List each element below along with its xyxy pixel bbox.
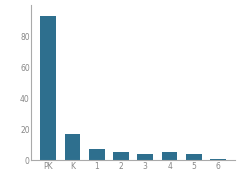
- Bar: [65, 134, 80, 160]
- Bar: [186, 154, 202, 160]
- Bar: [113, 153, 129, 160]
- Bar: [138, 154, 153, 160]
- Bar: [89, 149, 105, 160]
- Bar: [162, 153, 177, 160]
- Bar: [41, 16, 56, 160]
- Bar: [210, 159, 226, 160]
